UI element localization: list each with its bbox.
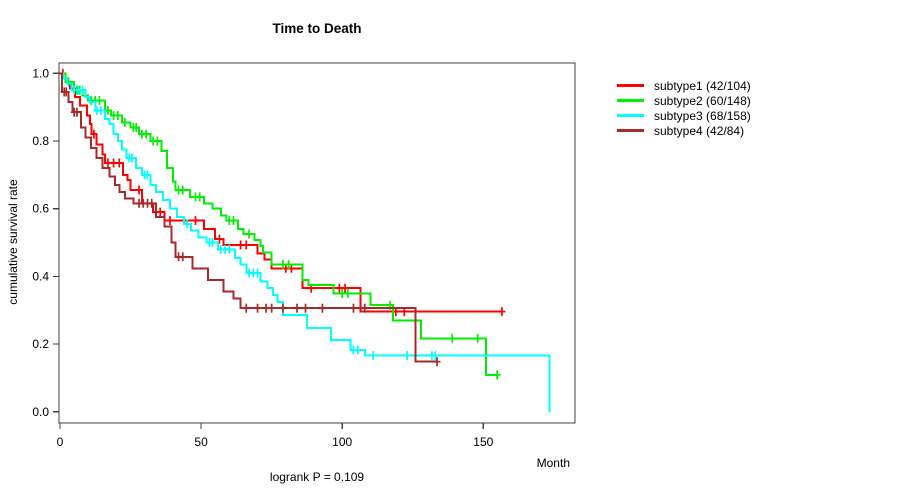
chart-title: Time to Death — [272, 21, 362, 36]
censor-marks-subtype1 — [59, 68, 506, 317]
legend-item-subtype1: subtype1 (42/104) — [617, 78, 751, 93]
survival-curve-subtype1 — [60, 72, 502, 313]
legend-item-subtype3: subtype3 (68/158) — [617, 108, 751, 123]
legend: subtype1 (42/104) subtype2 (60/148) subt… — [617, 78, 751, 138]
y-axis-label: cumulative survival rate — [6, 179, 20, 305]
y-tick-label: 1.0 — [32, 66, 49, 80]
logrank-annotation: logrank P = 0.109 — [269, 470, 365, 484]
legend-line-swatch-subtype3 — [617, 114, 644, 117]
legend-label-subtype3: subtype3 (68/158) — [654, 108, 751, 123]
y-tick-label: 0.4 — [32, 269, 49, 283]
legend-line-swatch-subtype1 — [617, 84, 644, 87]
x-axis-label: Month — [536, 456, 570, 470]
y-tick-label: 0.0 — [32, 405, 49, 419]
y-tick-label: 0.2 — [32, 337, 49, 351]
x-tick-label: 100 — [332, 435, 352, 449]
legend-label-subtype2: subtype2 (60/148) — [654, 93, 751, 108]
x-tick-label: 0 — [57, 435, 64, 449]
censor-marks-subtype4 — [60, 87, 441, 367]
x-tick-label: 50 — [194, 435, 208, 449]
survival-curve-subtype4 — [60, 72, 437, 363]
censor-marks-subtype3 — [70, 85, 439, 361]
legend-line-swatch-subtype4 — [617, 129, 644, 132]
legend-label-subtype4: subtype4 (42/84) — [654, 123, 745, 138]
legend-line-swatch-subtype2 — [617, 99, 644, 102]
x-tick-label: 150 — [473, 435, 493, 449]
y-tick-label: 0.8 — [32, 134, 49, 148]
legend-label-subtype1: subtype1 (42/104) — [654, 78, 751, 93]
censor-marks-subtype2 — [64, 77, 501, 380]
legend-item-subtype4: subtype4 (42/84) — [617, 123, 751, 138]
plot-box — [58, 62, 576, 424]
y-tick-label: 0.6 — [32, 202, 49, 216]
legend-item-subtype2: subtype2 (60/148) — [617, 93, 751, 108]
